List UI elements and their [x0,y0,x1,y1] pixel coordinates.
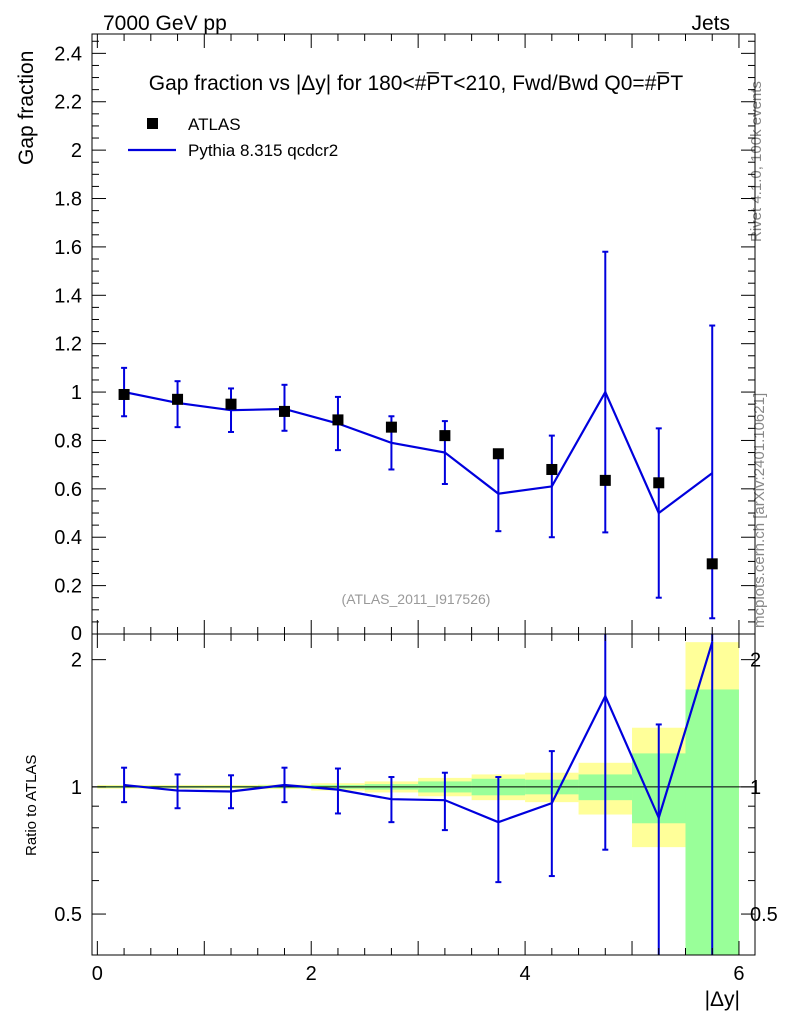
x-tick-label: 6 [733,963,744,985]
data-point [653,477,665,489]
ratio-y-tick-label-left: 1 [71,777,82,799]
ratio-y-tick-label-right: 1 [750,777,761,799]
x-tick-label: 2 [306,963,317,985]
data-point [599,474,611,486]
data-point [278,405,290,417]
y-axis-title: Gap fraction [15,51,38,165]
y-tick-label: 2 [71,140,82,162]
y-tick-label: 1.6 [54,237,82,259]
rivet-label: Rivet 4.1.0, 100k events [748,81,765,242]
y-tick-label: 1.2 [54,334,82,356]
ratio-y-axis-title: Ratio to ATLAS [23,755,40,856]
y-tick-label: 0.4 [54,527,82,549]
ratio-frame [91,633,756,956]
data-point [118,388,130,400]
legend-label-mc: Pythia 8.315 qcdcr2 [188,141,338,160]
data-point [172,393,184,405]
header-left: 7000 GeV pp [103,12,227,35]
y-tick-label: 2.2 [54,92,82,114]
legend-marker-atlas [147,118,158,129]
ratio-y-tick-label-right: 0.5 [750,904,778,926]
ratio-y-tick-label-right: 2 [750,650,761,672]
x-tick-label: 0 [92,963,103,985]
data-point [225,398,237,410]
data-point [385,421,397,433]
mc-series-line [123,389,713,515]
y-tick-label: 0.2 [54,576,82,598]
data-point [332,414,344,426]
watermark: (ATLAS_2011_I917526) [342,591,491,607]
y-tick-label: 0.8 [54,430,82,452]
data-point [706,558,718,570]
ratio-panel: 0.5 0.5 1 1 2 2 0 2 4 6 [54,633,778,985]
ratio-series-line [123,641,714,824]
x-tick-label: 4 [520,963,531,985]
y-tick-label: 0 [71,623,82,645]
y-tick-label: 1.4 [54,285,82,307]
data-point [439,430,451,442]
ratio-plot-area [92,634,755,955]
data-point [492,448,504,460]
header-right: Jets [691,12,730,35]
ratio-y-tick-label-left: 2 [71,650,82,672]
y-tick-label: 1 [71,382,82,404]
chart-title: Gap fraction vs |Δy| for 180<#P̅T<210, F… [149,72,684,95]
main-panel: 0.2 0.4 0.6 0.8 1 1.2 1.4 1.6 1.8 2 2.2 2.4 0 Gap fra… [54,33,756,645]
y-tick-label: 1.8 [54,189,82,211]
y-tick-label: 0.6 [54,479,82,501]
data-point [546,463,558,475]
ratio-y-tick-label-left: 0.5 [54,904,82,926]
x-axis-title: |Δy| [705,988,740,1011]
legend-label-atlas: ATLAS [188,115,241,134]
y-tick-label: 2.4 [54,43,82,65]
